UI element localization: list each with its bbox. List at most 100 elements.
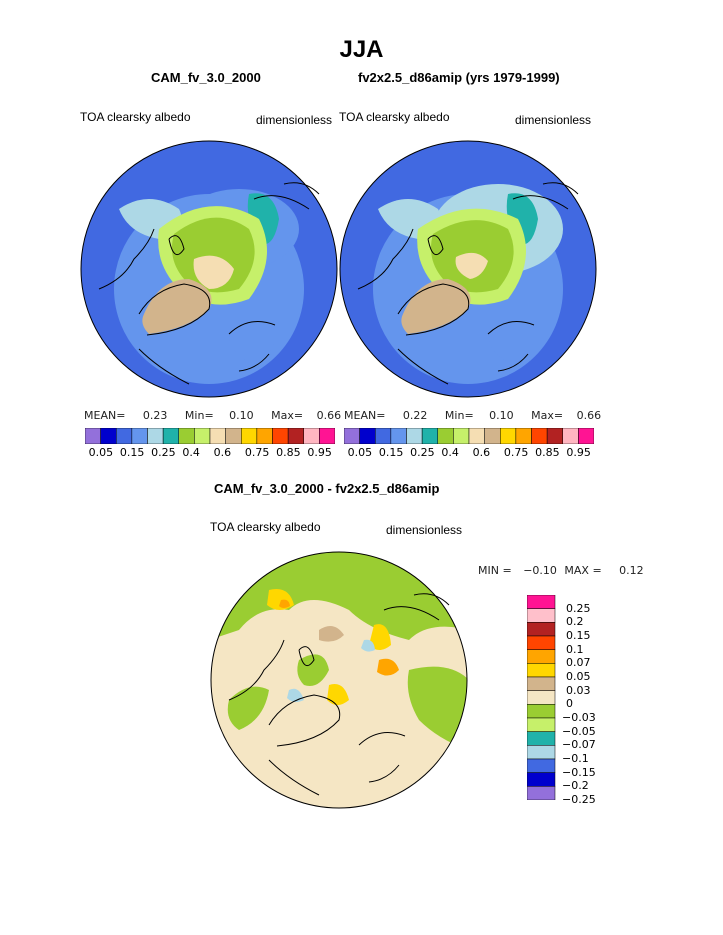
panel2-max: 0.66 <box>576 409 602 422</box>
colorbar-label: 0.75 <box>503 446 529 459</box>
diff-min: −0.10 <box>523 564 557 577</box>
colorbar-swatch <box>437 428 454 444</box>
colorbar-label: 0.15 <box>378 446 404 459</box>
diff-colorbar-label: −0.1 <box>562 752 589 765</box>
panel1-stats: MEAN= 0.23 Min= 0.10 Max= 0.66 <box>84 409 341 422</box>
panel2-stats: MEAN= 0.22 Min= 0.10 Max= 0.66 <box>344 409 601 422</box>
panel2-min: 0.10 <box>489 409 514 422</box>
colorbar-label: 0.95 <box>307 446 332 459</box>
diff-stats: MIN = −0.10 MAX = 0.12 <box>478 564 644 577</box>
colorbar-swatch <box>147 428 164 444</box>
diff-max: 0.12 <box>619 564 644 577</box>
panel1-title: CAM_fv_3.0_2000 <box>151 70 261 85</box>
colorbar-swatch <box>500 428 517 444</box>
panel1-min: 0.10 <box>229 409 254 422</box>
colorbar-swatch <box>546 428 564 444</box>
diff-colorbar-label: 0.2 <box>566 615 584 629</box>
diff-colorbar-label: −0.07 <box>562 738 596 752</box>
diff-variable: TOA clearsky albedo <box>210 520 321 534</box>
diff-colorbar-swatch <box>527 731 556 746</box>
diff-map <box>210 551 468 809</box>
panel1-colorbar-labels: 0.05 0.15 0.25 0.4 0.6 0.75 0.85 0.95 <box>85 446 335 460</box>
colorbar-swatch <box>178 428 195 444</box>
panel2-colorbar-labels: 0.05 0.15 0.25 0.4 0.6 0.75 0.85 0.95 <box>344 446 594 460</box>
diff-colorbar-label: 0.1 <box>566 642 584 656</box>
diff-colorbar-swatch <box>527 786 556 800</box>
panel2-units: dimensionless <box>515 113 592 127</box>
panel1-units: dimensionless <box>256 113 333 127</box>
colorbar-label: 0.6 <box>213 446 232 459</box>
panel1-mean-label: MEAN= <box>84 409 126 422</box>
colorbar-swatch <box>303 428 320 444</box>
diff-colorbar-swatch <box>527 676 556 691</box>
colorbar-label: 0.25 <box>410 446 435 459</box>
colorbar-swatch <box>484 428 501 444</box>
panel1-mean: 0.23 <box>142 409 168 422</box>
diff-min-label: MIN = <box>478 564 512 577</box>
colorbar-label: 0.05 <box>347 446 373 459</box>
diff-colorbar-label: 0.05 <box>566 670 591 683</box>
diff-colorbar-label: −0.05 <box>562 724 596 738</box>
colorbar-swatch <box>468 428 485 444</box>
panel2-map <box>339 140 597 398</box>
colorbar-label: 0.85 <box>276 446 301 459</box>
colorbar-swatch <box>390 428 407 444</box>
colorbar-swatch <box>256 428 273 444</box>
colorbar-swatch <box>116 428 133 444</box>
diff-colorbar-label: 0.15 <box>566 629 591 642</box>
panel2-title: fv2x2.5_d86amip (yrs 1979-1999) <box>358 70 560 85</box>
panel1-max: 0.66 <box>316 409 342 422</box>
panel2-mean-label: MEAN= <box>344 409 386 422</box>
panel1-max-label: Max= <box>271 409 304 422</box>
colorbar-swatch <box>209 428 226 444</box>
diff-colorbar-label: 0.25 <box>566 601 591 615</box>
colorbar-label: 0.25 <box>151 446 176 459</box>
colorbar-swatch <box>162 428 180 444</box>
colorbar-label: 0.75 <box>244 446 270 459</box>
diff-colorbar-swatch <box>527 758 556 773</box>
diff-colorbar-label: 0.03 <box>566 683 591 697</box>
colorbar-swatch <box>272 428 289 444</box>
panel1-min-label: Min= <box>184 409 214 422</box>
diff-colorbar-swatch <box>527 663 556 678</box>
panel2-max-label: Max= <box>531 409 564 422</box>
diff-colorbar-swatch <box>527 772 556 787</box>
colorbar-swatch <box>453 428 470 444</box>
colorbar-label: 0.15 <box>119 446 145 459</box>
colorbar-label: 0.4 <box>182 446 200 459</box>
panel2-min-label: Min= <box>444 409 474 422</box>
diff-colorbar-swatch <box>527 649 556 664</box>
colorbar-swatch <box>241 428 258 444</box>
diff-colorbar-label: 0 <box>566 697 573 711</box>
diff-colorbar-label: −0.15 <box>562 765 596 779</box>
panel2-variable: TOA clearsky albedo <box>339 110 450 124</box>
panel2-mean: 0.22 <box>402 409 428 422</box>
diff-max-label: MAX = <box>564 564 602 577</box>
colorbar-swatch <box>421 428 439 444</box>
diff-colorbar-label: −0.2 <box>562 779 589 793</box>
colorbar-label: 0.95 <box>566 446 591 459</box>
diff-colorbar-label: 0.07 <box>566 656 591 670</box>
colorbar-swatch <box>100 428 117 444</box>
diff-colorbar-label: −0.25 <box>562 793 596 806</box>
colorbar-swatch <box>515 428 532 444</box>
colorbar-swatch <box>319 428 335 444</box>
diff-title: CAM_fv_3.0_2000 - fv2x2.5_d86amip <box>214 481 440 496</box>
main-title: JJA <box>339 36 384 63</box>
panel1-map <box>80 140 338 398</box>
panel2-colorbar <box>344 428 594 444</box>
diff-units: dimensionless <box>386 523 463 537</box>
colorbar-swatch <box>194 428 211 444</box>
diff-colorbar-swatch <box>527 608 556 623</box>
colorbar-swatch <box>406 428 423 444</box>
diff-colorbar-swatch <box>527 622 556 637</box>
colorbar-swatch <box>85 428 101 444</box>
diff-colorbar-label: −0.03 <box>562 711 596 724</box>
colorbar-label: 0.4 <box>441 446 459 459</box>
diff-colorbar-swatch <box>527 704 556 719</box>
colorbar-swatch <box>131 428 148 444</box>
colorbar-swatch <box>531 428 548 444</box>
colorbar-swatch <box>344 428 360 444</box>
panel1-colorbar <box>85 428 335 444</box>
diff-colorbar-swatch <box>527 745 556 760</box>
